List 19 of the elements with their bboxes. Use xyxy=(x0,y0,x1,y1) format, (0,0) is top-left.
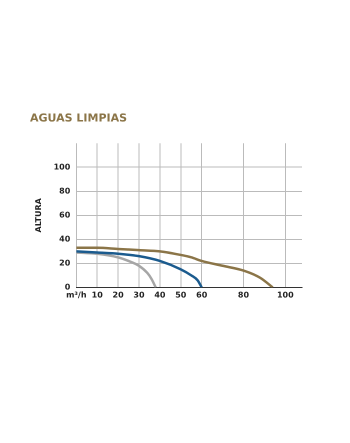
x-tick-label: 60 xyxy=(196,290,208,300)
line-series xyxy=(76,250,203,288)
x-tick-label: 10 xyxy=(92,290,104,300)
line-series xyxy=(76,246,274,288)
x-tick-label: m³/h xyxy=(66,290,87,300)
chart-title: AGUAS LIMPIAS xyxy=(30,111,128,124)
x-tick-label: 50 xyxy=(175,290,187,300)
x-tick-label: 20 xyxy=(112,290,124,300)
y-tick-label: 100 xyxy=(54,162,71,172)
x-tick-label: 30 xyxy=(133,290,145,300)
y-axis-title: ALTURA xyxy=(34,197,43,232)
y-tick-label: 60 xyxy=(59,210,71,220)
x-tick-label: 80 xyxy=(238,290,250,300)
x-tick-label: 100 xyxy=(276,290,294,300)
y-tick-label: 40 xyxy=(59,234,71,244)
x-tick-label: 40 xyxy=(154,290,166,300)
y-tick-label: 20 xyxy=(59,258,71,268)
y-tick-label: 80 xyxy=(59,186,71,196)
y-tick-label: 0 xyxy=(64,282,71,292)
